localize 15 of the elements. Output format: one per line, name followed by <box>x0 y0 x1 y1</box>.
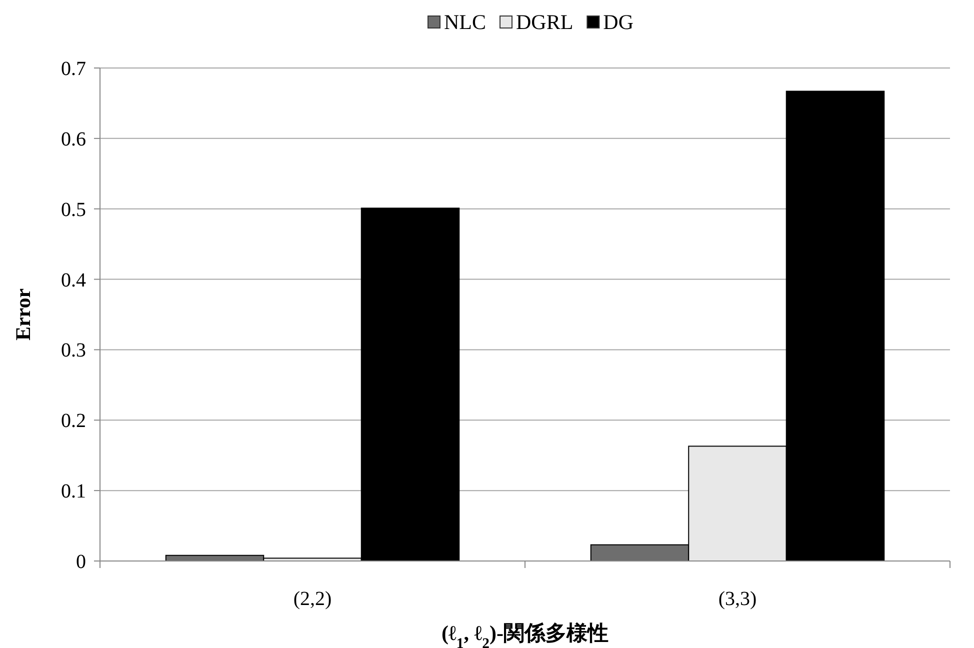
legend-label: NLC <box>444 10 486 34</box>
legend-label: DG <box>603 10 634 34</box>
y-axis-title: Error <box>11 288 35 341</box>
y-tick-label: 0.6 <box>61 128 86 150</box>
y-tick-label: 0.3 <box>61 340 86 362</box>
legend-label: DGRL <box>516 10 574 34</box>
y-tick-label: 0.7 <box>61 58 86 80</box>
y-tick-label: 0.1 <box>61 480 86 503</box>
y-tick-label: 0.5 <box>61 198 86 221</box>
y-tick-label: 0 <box>76 551 86 573</box>
x-tick-label: (3,3) <box>718 588 757 610</box>
y-tick-label: 0.2 <box>61 410 86 432</box>
x-axis-title: (ℓ$_{1}$, ℓ$_{2}$)-関係多様性 <box>442 621 608 648</box>
y-tick-label: 0.4 <box>61 269 86 292</box>
x-tick-label: (2,2) <box>293 588 332 610</box>
